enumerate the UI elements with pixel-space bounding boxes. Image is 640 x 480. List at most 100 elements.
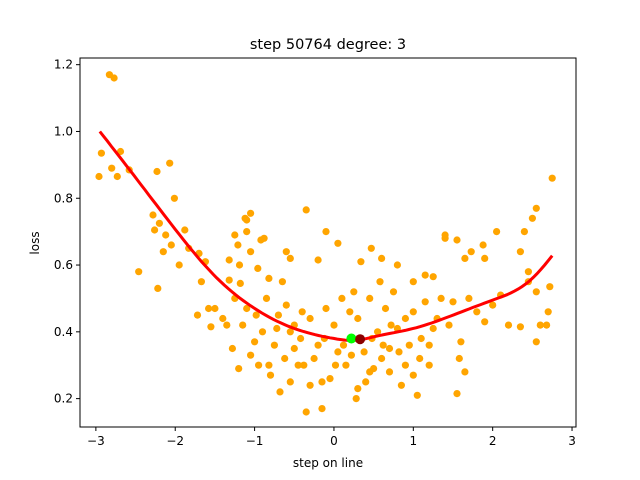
data-point (108, 164, 116, 172)
data-point (228, 344, 236, 353)
data-point (395, 348, 403, 356)
data-point (262, 294, 271, 302)
data-point (247, 248, 255, 256)
data-point (548, 174, 556, 182)
data-point (481, 254, 489, 262)
data-point (401, 361, 409, 369)
data-point (326, 375, 334, 383)
data-point (520, 228, 529, 236)
data-point (416, 354, 424, 363)
data-point (193, 311, 202, 319)
data-point (457, 338, 465, 346)
x-tick-label: 1 (409, 434, 417, 448)
data-point (251, 338, 259, 346)
data-point (389, 288, 398, 296)
data-point (149, 211, 157, 219)
x-axis-ticks: −3 −2 −1 0 1 2 3 (87, 427, 576, 448)
data-point (211, 304, 219, 313)
data-point (322, 228, 330, 236)
data-point (425, 361, 433, 369)
data-point (441, 231, 449, 239)
data-point (207, 323, 215, 331)
data-point (393, 261, 401, 269)
data-point (241, 214, 249, 222)
data-point (352, 395, 360, 403)
data-point (397, 381, 405, 389)
data-point (409, 278, 417, 286)
data-point (543, 321, 551, 329)
data-point (95, 172, 103, 181)
data-point (465, 294, 473, 302)
data-point (243, 304, 251, 313)
data-point (334, 348, 342, 356)
data-point (243, 228, 251, 236)
data-point (282, 301, 290, 309)
y-axis-ticks: 0.2 0.4 0.6 0.8 1.0 1.2 (54, 58, 80, 406)
data-point (366, 368, 374, 376)
data-point (467, 248, 475, 256)
marker-dark (355, 334, 366, 345)
data-point (306, 381, 314, 389)
data-point (405, 341, 413, 349)
x-tick-label: −1 (246, 434, 264, 448)
x-tick-label: −3 (87, 434, 105, 448)
data-point (205, 304, 213, 313)
data-point (274, 311, 282, 319)
data-point (223, 321, 231, 329)
data-point (524, 268, 533, 276)
data-point (331, 361, 340, 369)
data-point (235, 261, 244, 269)
data-point (236, 279, 244, 287)
data-point (306, 314, 314, 323)
data-point (354, 385, 362, 393)
data-point (461, 254, 469, 262)
data-point (481, 318, 489, 326)
data-point (417, 334, 425, 343)
data-point (231, 231, 239, 239)
data-point (252, 311, 260, 319)
marker-green (346, 333, 357, 344)
data-point (409, 371, 417, 379)
data-point (254, 264, 262, 272)
x-axis-label: step on line (293, 456, 363, 470)
data-point (247, 209, 255, 217)
data-point (409, 308, 417, 316)
x-tick-label: 3 (568, 434, 576, 448)
data-point (516, 248, 525, 256)
data-point (294, 361, 302, 369)
data-point (258, 328, 267, 336)
data-point (314, 256, 322, 264)
data-point (282, 248, 290, 256)
data-point (297, 334, 305, 343)
data-point (290, 344, 298, 353)
data-point (135, 268, 143, 276)
data-point (429, 273, 437, 281)
data-point (162, 231, 170, 239)
data-point (266, 371, 275, 379)
y-tick-label: 0.6 (54, 258, 73, 272)
data-point (234, 241, 242, 249)
data-point (453, 236, 461, 244)
data-point (265, 274, 273, 282)
data-point (354, 314, 362, 323)
data-point (167, 241, 175, 249)
data-point (357, 258, 365, 266)
data-point (281, 354, 289, 363)
data-point (110, 74, 118, 82)
data-point (421, 271, 429, 279)
data-point (421, 298, 429, 306)
y-tick-label: 0.8 (54, 191, 73, 205)
data-point (97, 149, 105, 157)
data-point (516, 323, 525, 331)
data-point (453, 390, 461, 398)
data-point (286, 378, 294, 386)
chart-title: step 50764 degree: 3 (250, 37, 406, 53)
data-point (239, 321, 247, 329)
y-tick-label: 1.2 (54, 58, 73, 72)
data-point (175, 261, 183, 269)
plot-frame (79, 57, 577, 428)
data-point (366, 294, 374, 302)
data-point (300, 361, 308, 369)
data-point (225, 256, 233, 264)
y-tick-label: 0.2 (54, 392, 73, 406)
